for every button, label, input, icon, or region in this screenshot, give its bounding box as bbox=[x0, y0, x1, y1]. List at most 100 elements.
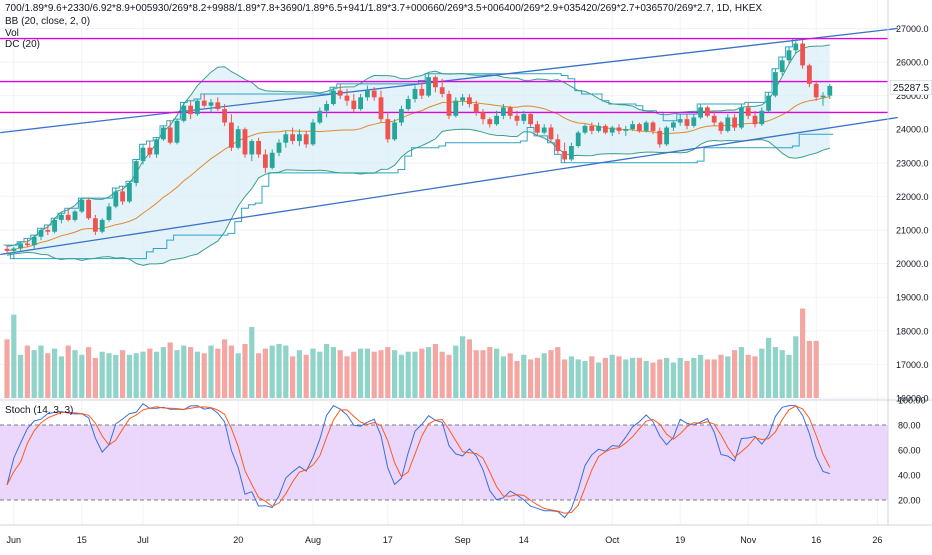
price-tick-label: 24000.0 bbox=[896, 125, 929, 135]
candle-body bbox=[535, 124, 540, 133]
candle-body bbox=[541, 127, 547, 133]
candle-body bbox=[725, 117, 731, 131]
volume-bar bbox=[813, 340, 819, 398]
candle-body bbox=[11, 248, 17, 251]
price-tick-label: 17000.0 bbox=[896, 360, 929, 370]
volume-bar bbox=[460, 336, 466, 398]
candle-body bbox=[759, 110, 765, 125]
volume-bar bbox=[324, 344, 330, 398]
volume-bar bbox=[256, 353, 262, 398]
price-tick-label: 19000.0 bbox=[896, 293, 929, 303]
volume-bar bbox=[113, 354, 119, 398]
candle-body bbox=[752, 115, 758, 125]
volume-bar bbox=[344, 356, 350, 398]
volume-bar bbox=[133, 353, 139, 398]
volume-bar bbox=[521, 354, 527, 398]
vol-legend: Vol bbox=[5, 28, 19, 39]
candle-body bbox=[745, 107, 751, 116]
candle-body bbox=[412, 88, 418, 99]
candle-body bbox=[766, 95, 771, 111]
volume-bar bbox=[432, 344, 438, 398]
volume-bar bbox=[181, 345, 187, 398]
volume-bar bbox=[657, 359, 663, 398]
candle-body bbox=[643, 122, 649, 131]
stoch-tick-label: 80.00 bbox=[898, 421, 921, 431]
candle-body bbox=[65, 214, 71, 220]
bb-basis bbox=[6, 96, 830, 252]
volume-bar bbox=[126, 354, 132, 398]
volume-bar bbox=[480, 350, 486, 398]
price-tick-label: 20000.0 bbox=[896, 259, 929, 269]
volume-bar bbox=[392, 350, 398, 398]
volume-bar bbox=[4, 339, 10, 398]
candle-body bbox=[52, 219, 57, 232]
volume-bar bbox=[779, 350, 785, 398]
candle-body bbox=[337, 90, 343, 96]
candle-body bbox=[514, 115, 520, 121]
time-tick-label: Jun bbox=[7, 535, 22, 545]
volume-bar bbox=[426, 347, 432, 398]
candle-body bbox=[827, 85, 833, 96]
candle-body bbox=[773, 72, 778, 96]
price-tick-label: 16000.0 bbox=[896, 394, 929, 404]
candle-body bbox=[38, 230, 44, 237]
volume-bar bbox=[589, 356, 595, 398]
volume-bar bbox=[58, 356, 64, 398]
candle-body bbox=[507, 107, 513, 116]
candle-body bbox=[106, 206, 112, 220]
time-tick-label: Oct bbox=[605, 535, 620, 545]
candle-body bbox=[99, 219, 105, 232]
volume-bar bbox=[562, 359, 568, 398]
volume-bar bbox=[732, 350, 738, 398]
time-tick-label: Sep bbox=[455, 535, 471, 545]
volume-bar bbox=[269, 345, 275, 398]
volume-bar bbox=[378, 350, 384, 398]
stoch-tick-label: 100.00 bbox=[898, 396, 926, 406]
candle-body bbox=[290, 134, 295, 141]
volume-bar bbox=[786, 354, 792, 398]
candle-body bbox=[494, 115, 499, 125]
candle-body bbox=[235, 129, 241, 148]
volume-bar bbox=[228, 345, 234, 398]
candle-body bbox=[711, 115, 717, 123]
volume-bar bbox=[351, 351, 357, 398]
volume-bar bbox=[296, 350, 302, 398]
candle-body bbox=[263, 154, 268, 168]
candle-body bbox=[167, 127, 173, 143]
candle-body bbox=[358, 97, 363, 110]
volume-bar bbox=[616, 356, 622, 398]
candle-body bbox=[657, 130, 663, 145]
candle-body bbox=[698, 107, 703, 118]
volume-bar bbox=[609, 354, 615, 398]
candle-body bbox=[133, 161, 139, 183]
volume-bar bbox=[766, 337, 772, 398]
candle-body bbox=[664, 127, 669, 145]
volume-bar bbox=[752, 356, 758, 398]
candle-body bbox=[460, 97, 465, 101]
volume-bar bbox=[738, 347, 744, 398]
volume-bar bbox=[575, 359, 581, 398]
volume-bar bbox=[330, 347, 336, 398]
candle-body bbox=[399, 109, 404, 123]
volume-bar bbox=[249, 327, 255, 398]
volume-bar bbox=[548, 350, 554, 398]
volume-bar bbox=[466, 339, 472, 398]
trend-lines bbox=[0, 27, 898, 256]
candle-body bbox=[378, 97, 384, 120]
candle-body bbox=[385, 119, 391, 140]
time-tick-label: 26 bbox=[872, 535, 882, 545]
candle-body bbox=[297, 134, 302, 141]
candle-body bbox=[269, 152, 275, 168]
price-tick-label: 26000.0 bbox=[896, 58, 929, 68]
candle-body bbox=[86, 199, 91, 219]
candle-body bbox=[79, 199, 85, 212]
candle-body bbox=[446, 93, 452, 116]
volume-bar bbox=[602, 357, 608, 398]
candle-body bbox=[188, 105, 193, 115]
volume-bar bbox=[650, 362, 656, 398]
volume-bar bbox=[725, 356, 731, 398]
candle-body bbox=[303, 134, 309, 145]
volume-bar bbox=[276, 344, 282, 398]
candle-body bbox=[589, 125, 595, 131]
